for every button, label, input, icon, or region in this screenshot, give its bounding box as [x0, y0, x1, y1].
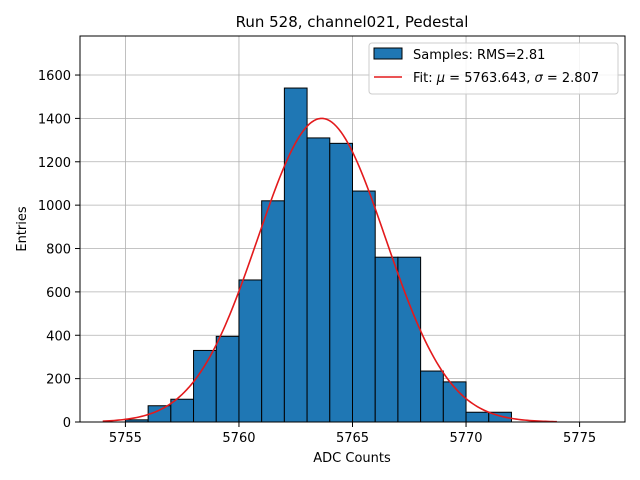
y-tick-label: 200	[46, 373, 71, 388]
y-tick-label: 400	[46, 329, 71, 344]
histogram-bar	[329, 142, 353, 423]
x-tick-label: 5755	[109, 431, 142, 446]
histogram-bar	[465, 411, 490, 423]
histogram-bar	[374, 256, 399, 423]
histogram-bar	[306, 137, 331, 423]
y-tick-label: 600	[46, 286, 71, 301]
legend-box	[368, 42, 619, 95]
histogram-bar	[215, 335, 240, 423]
y-tick-label: 1400	[38, 112, 71, 127]
x-tick-label: 5775	[563, 431, 596, 446]
x-tick-label: 5765	[336, 431, 369, 446]
x-tick-label: 5770	[449, 431, 482, 446]
legend-label-fit: Fit: μ = 5763.643, σ = 2.807	[413, 71, 599, 86]
legend-label-samples: Samples: RMS=2.81	[413, 48, 545, 63]
legend-fit-sigma-symbol: σ	[535, 71, 544, 86]
y-tick-label: 1200	[38, 156, 71, 171]
y-tick-label: 1600	[38, 69, 71, 84]
x-axis-title: ADC Counts	[313, 451, 391, 466]
y-tick-label: 800	[46, 243, 71, 258]
legend-fit-mu-value: = 5763.643,	[445, 71, 534, 86]
histogram-bar	[261, 200, 285, 423]
y-tick-label: 1000	[38, 199, 71, 214]
legend-fit-prefix: Fit:	[413, 71, 437, 86]
legend-fit-sigma-value: = 2.807	[543, 71, 599, 86]
y-tick-label: 0	[63, 416, 71, 431]
legend-fit-mu-symbol: μ	[436, 71, 445, 86]
legend: Samples: RMS=2.81 Fit: μ = 5763.643, σ =…	[368, 42, 619, 95]
histogram-bar	[283, 87, 308, 423]
histogram-bar	[170, 398, 195, 423]
x-axis-ticks: 5755 5760 5765 5770 5775	[109, 422, 596, 446]
chart-title: Run 528, channel021, Pedestal	[236, 13, 469, 31]
x-tick-label: 5760	[222, 431, 255, 446]
histogram-bar	[420, 370, 444, 423]
histogram-bars	[124, 87, 512, 423]
y-axis-title: Entries	[15, 206, 30, 252]
legend-swatch-samples	[373, 47, 403, 60]
histogram-bar	[238, 279, 263, 423]
fit-curve	[102, 117, 557, 423]
histogram-bar	[193, 349, 217, 423]
histogram-bar	[352, 190, 376, 423]
y-axis-ticks: 0 200 400 600 800 1000 1200 1400 1600	[38, 69, 80, 431]
